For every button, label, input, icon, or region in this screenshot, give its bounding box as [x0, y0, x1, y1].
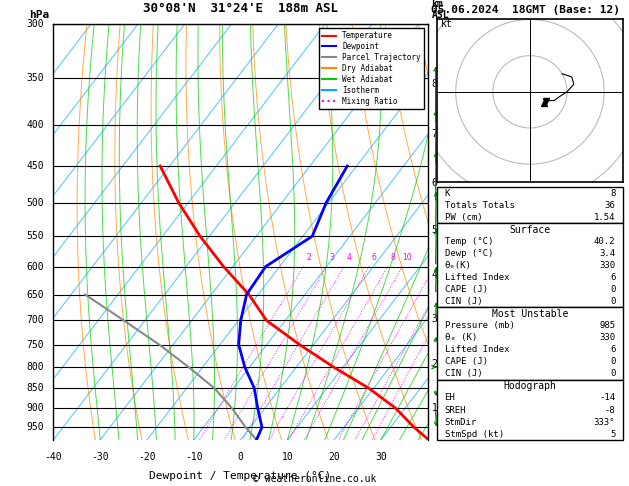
Text: 36: 36	[604, 201, 615, 210]
Text: 8: 8	[391, 253, 395, 262]
Text: 20: 20	[328, 452, 340, 462]
Text: 8: 8	[610, 189, 615, 198]
Bar	[437, 308, 623, 380]
Text: 6: 6	[610, 346, 615, 354]
Text: Dewp (°C): Dewp (°C)	[445, 249, 493, 258]
Text: 3.4: 3.4	[599, 249, 615, 258]
Text: 10: 10	[282, 452, 293, 462]
Text: 500: 500	[26, 198, 44, 208]
Text: © weatheronline.co.uk: © weatheronline.co.uk	[253, 473, 376, 484]
Text: 333°: 333°	[594, 417, 615, 427]
Text: EH: EH	[445, 394, 455, 402]
Text: -14: -14	[599, 394, 615, 402]
Text: Pressure (mb): Pressure (mb)	[445, 321, 515, 330]
Text: 30°08'N  31°24'E  188m ASL: 30°08'N 31°24'E 188m ASL	[143, 1, 338, 15]
Text: 600: 600	[26, 261, 44, 272]
Text: Totals Totals: Totals Totals	[445, 201, 515, 210]
Text: kt: kt	[441, 18, 453, 29]
Text: 3: 3	[431, 314, 437, 324]
Text: 550: 550	[26, 231, 44, 241]
Text: 300: 300	[26, 19, 44, 29]
Text: 2: 2	[431, 359, 437, 368]
Text: 700: 700	[26, 315, 44, 326]
Text: Hodograph: Hodograph	[503, 382, 557, 391]
Bar	[437, 380, 623, 440]
Text: 7: 7	[431, 129, 437, 139]
Text: Temp (°C): Temp (°C)	[445, 237, 493, 246]
Text: 850: 850	[26, 383, 44, 393]
Bar	[437, 187, 623, 223]
Text: 0: 0	[238, 452, 243, 462]
Text: 3: 3	[330, 253, 335, 262]
Text: CIN (J): CIN (J)	[445, 369, 482, 379]
Text: 0: 0	[610, 285, 615, 294]
Text: -20: -20	[138, 452, 156, 462]
Text: 350: 350	[26, 73, 44, 83]
Text: 0: 0	[610, 357, 615, 366]
Text: 5: 5	[610, 430, 615, 438]
Text: 4: 4	[347, 253, 352, 262]
Text: θₑ(K): θₑ(K)	[445, 261, 472, 270]
Text: CIN (J): CIN (J)	[445, 297, 482, 306]
Text: SREH: SREH	[445, 405, 466, 415]
Text: km
ASL: km ASL	[431, 0, 449, 20]
Text: 40.2: 40.2	[594, 237, 615, 246]
Text: 330: 330	[599, 261, 615, 270]
Text: -40: -40	[45, 452, 62, 462]
Text: 05.06.2024  18GMT (Base: 12): 05.06.2024 18GMT (Base: 12)	[431, 4, 620, 15]
Text: -10: -10	[185, 452, 203, 462]
Text: 6: 6	[372, 253, 377, 262]
Text: 16: 16	[435, 253, 444, 262]
Text: -30: -30	[91, 452, 109, 462]
Text: Dewpoint / Temperature (°C): Dewpoint / Temperature (°C)	[150, 471, 331, 481]
Text: 6: 6	[610, 273, 615, 282]
Legend: Temperature, Dewpoint, Parcel Trajectory, Dry Adiabat, Wet Adiabat, Isotherm, Mi: Temperature, Dewpoint, Parcel Trajectory…	[320, 28, 424, 109]
Text: θₑ (K): θₑ (K)	[445, 333, 477, 342]
Text: 800: 800	[26, 362, 44, 372]
Text: 450: 450	[26, 161, 44, 171]
Text: Most Unstable: Most Unstable	[492, 309, 568, 319]
Text: 5: 5	[431, 225, 437, 235]
Text: 900: 900	[26, 403, 44, 413]
Text: 1.54: 1.54	[594, 213, 615, 222]
Text: 10: 10	[403, 253, 412, 262]
Text: 400: 400	[26, 120, 44, 130]
Text: 0: 0	[610, 369, 615, 379]
Text: CAPE (J): CAPE (J)	[445, 357, 487, 366]
Text: 330: 330	[599, 333, 615, 342]
Text: StmSpd (kt): StmSpd (kt)	[445, 430, 504, 438]
Text: PW (cm): PW (cm)	[445, 213, 482, 222]
Text: Surface: Surface	[509, 225, 550, 235]
Text: 2: 2	[306, 253, 311, 262]
Text: 0: 0	[610, 297, 615, 306]
Bar	[437, 223, 623, 308]
Text: 4: 4	[431, 270, 437, 279]
Text: K: K	[445, 189, 450, 198]
Text: 750: 750	[26, 340, 44, 349]
Text: CAPE (J): CAPE (J)	[445, 285, 487, 294]
Text: -8: -8	[604, 405, 615, 415]
Text: 25: 25	[466, 253, 476, 262]
Text: Mixing Ratio (g/kg): Mixing Ratio (g/kg)	[448, 188, 457, 276]
Text: 650: 650	[26, 290, 44, 299]
Text: 20: 20	[450, 253, 460, 262]
Text: 950: 950	[26, 422, 44, 432]
Text: 6: 6	[431, 178, 437, 188]
Text: 985: 985	[599, 321, 615, 330]
Text: StmDir: StmDir	[445, 417, 477, 427]
Text: Lifted Index: Lifted Index	[445, 346, 509, 354]
Text: 30: 30	[375, 452, 387, 462]
Text: 8: 8	[431, 79, 437, 89]
Text: Lifted Index: Lifted Index	[445, 273, 509, 282]
Text: 1: 1	[431, 403, 437, 413]
Text: hPa: hPa	[29, 10, 50, 20]
